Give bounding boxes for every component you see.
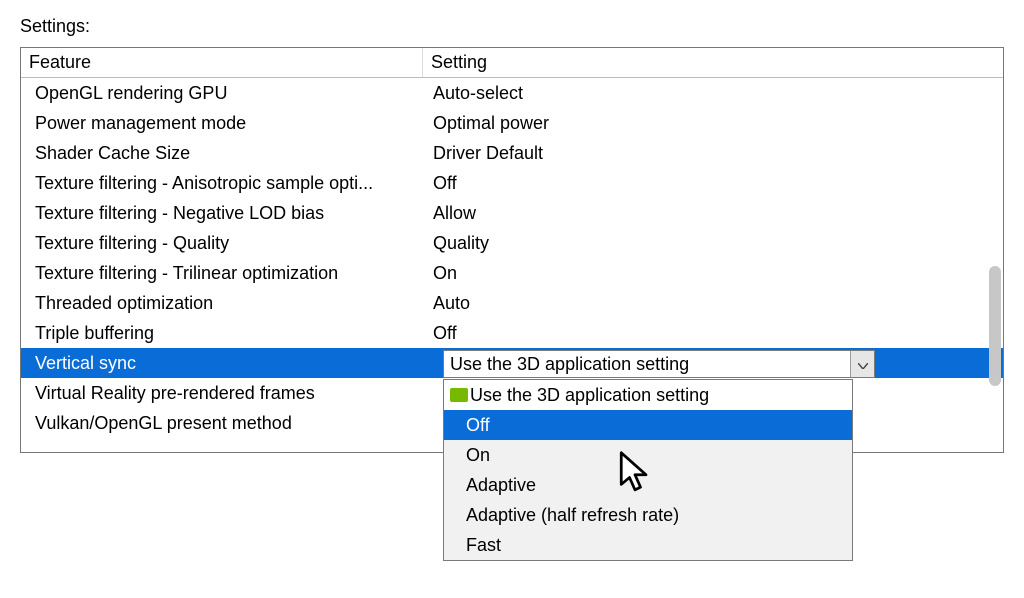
combobox-dropdown-button[interactable] xyxy=(850,351,874,377)
dropdown-option-label: Use the 3D application setting xyxy=(470,385,709,406)
feature-cell: Texture filtering - Anisotropic sample o… xyxy=(21,173,423,194)
feature-cell: Triple buffering xyxy=(21,323,423,344)
setting-cell: On xyxy=(423,263,1003,284)
combobox-value: Use the 3D application setting xyxy=(444,354,850,375)
vsync-dropdown[interactable]: Use the 3D application setting Off On Ad… xyxy=(443,379,853,561)
table-row[interactable]: Power management mode Optimal power xyxy=(21,108,1003,138)
dropdown-option-label: Off xyxy=(466,415,490,436)
dropdown-option-label: Fast xyxy=(466,535,501,556)
feature-cell: Shader Cache Size xyxy=(21,143,423,164)
setting-cell: Off xyxy=(423,173,1003,194)
table-row[interactable]: OpenGL rendering GPU Auto-select xyxy=(21,78,1003,108)
header-feature[interactable]: Feature xyxy=(21,48,423,77)
dropdown-option[interactable]: Fast xyxy=(444,530,852,560)
feature-cell: Threaded optimization xyxy=(21,293,423,314)
feature-cell: OpenGL rendering GPU xyxy=(21,83,423,104)
chevron-down-icon xyxy=(858,354,868,374)
feature-cell: Texture filtering - Negative LOD bias xyxy=(21,203,423,224)
settings-label: Settings: xyxy=(20,16,1004,37)
feature-cell: Texture filtering - Trilinear optimizati… xyxy=(21,263,423,284)
dropdown-option-hover[interactable]: Off xyxy=(444,410,852,440)
setting-cell: Allow xyxy=(423,203,1003,224)
table-row[interactable]: Texture filtering - Trilinear optimizati… xyxy=(21,258,1003,288)
table-row[interactable]: Shader Cache Size Driver Default xyxy=(21,138,1003,168)
settings-table: Feature Setting OpenGL rendering GPU Aut… xyxy=(20,47,1004,453)
setting-cell: Off xyxy=(423,323,1003,344)
setting-cell: Optimal power xyxy=(423,113,1003,134)
dropdown-option-label: Adaptive xyxy=(466,475,536,496)
dropdown-option-label: On xyxy=(466,445,490,466)
feature-cell: Vulkan/OpenGL present method xyxy=(21,413,423,434)
table-row[interactable]: Texture filtering - Negative LOD bias Al… xyxy=(21,198,1003,228)
setting-cell: Auto xyxy=(423,293,1003,314)
table-row[interactable]: Texture filtering - Anisotropic sample o… xyxy=(21,168,1003,198)
header-setting[interactable]: Setting xyxy=(423,48,1003,77)
dropdown-option[interactable]: On xyxy=(444,440,852,470)
vsync-combobox[interactable]: Use the 3D application setting xyxy=(443,350,875,378)
feature-cell: Virtual Reality pre-rendered frames xyxy=(21,383,423,404)
table-row[interactable]: Threaded optimization Auto xyxy=(21,288,1003,318)
table-row[interactable]: Texture filtering - Quality Quality xyxy=(21,228,1003,258)
feature-cell: Power management mode xyxy=(21,113,423,134)
dropdown-option[interactable]: Adaptive (half refresh rate) xyxy=(444,500,852,530)
feature-cell: Texture filtering - Quality xyxy=(21,233,423,254)
feature-cell: Vertical sync xyxy=(21,353,423,374)
nvidia-icon xyxy=(450,388,468,402)
table-row[interactable]: Triple buffering Off xyxy=(21,318,1003,348)
setting-cell: Auto-select xyxy=(423,83,1003,104)
dropdown-option[interactable]: Use the 3D application setting xyxy=(444,380,852,410)
table-header-row: Feature Setting xyxy=(21,48,1003,78)
setting-cell: Quality xyxy=(423,233,1003,254)
vertical-scrollbar[interactable] xyxy=(989,266,1001,386)
dropdown-option-label: Adaptive (half refresh rate) xyxy=(466,505,679,526)
setting-cell: Driver Default xyxy=(423,143,1003,164)
dropdown-option[interactable]: Adaptive xyxy=(444,470,852,500)
